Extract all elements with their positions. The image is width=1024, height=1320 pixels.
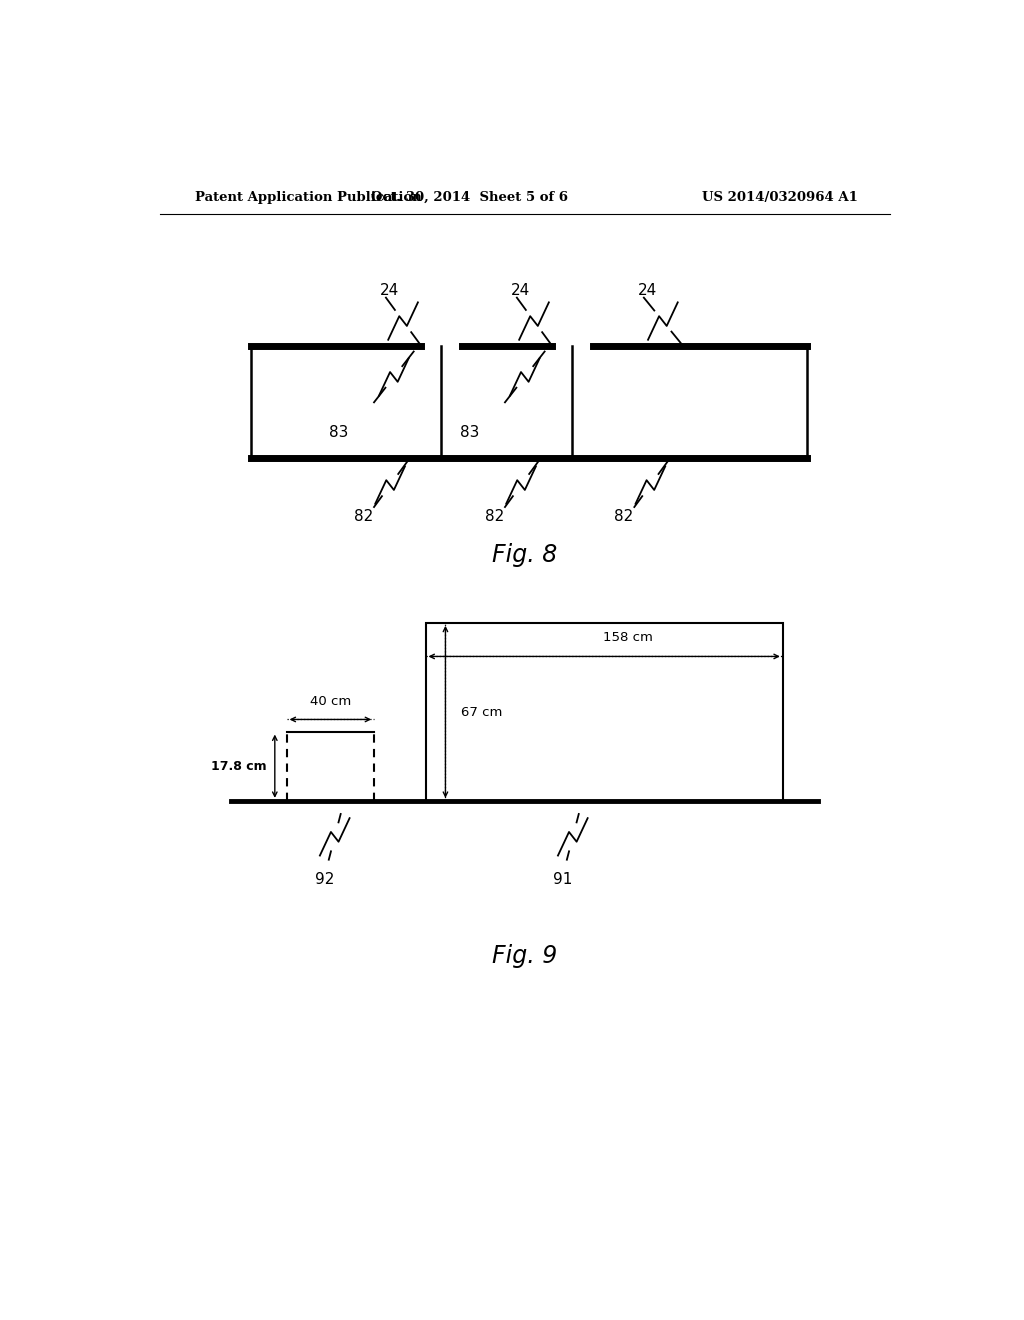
- Text: 82: 82: [354, 508, 374, 524]
- Text: 92: 92: [315, 873, 335, 887]
- Text: 67 cm: 67 cm: [461, 706, 503, 719]
- Text: US 2014/0320964 A1: US 2014/0320964 A1: [702, 190, 858, 203]
- Text: Fig. 8: Fig. 8: [493, 543, 557, 566]
- Text: Oct. 30, 2014  Sheet 5 of 6: Oct. 30, 2014 Sheet 5 of 6: [371, 190, 567, 203]
- Text: 24: 24: [380, 282, 399, 298]
- Text: 83: 83: [460, 425, 479, 441]
- Text: 24: 24: [638, 282, 657, 298]
- Text: Patent Application Publication: Patent Application Publication: [196, 190, 422, 203]
- Text: 83: 83: [329, 425, 348, 441]
- Text: Fig. 9: Fig. 9: [493, 944, 557, 969]
- Text: 82: 82: [485, 508, 504, 524]
- Text: 91: 91: [553, 873, 572, 887]
- Bar: [426, 623, 782, 801]
- Text: 17.8 cm: 17.8 cm: [211, 760, 267, 772]
- Text: 24: 24: [511, 282, 530, 298]
- Text: 158 cm: 158 cm: [603, 631, 653, 644]
- Text: 40 cm: 40 cm: [309, 696, 351, 709]
- Text: 82: 82: [614, 508, 634, 524]
